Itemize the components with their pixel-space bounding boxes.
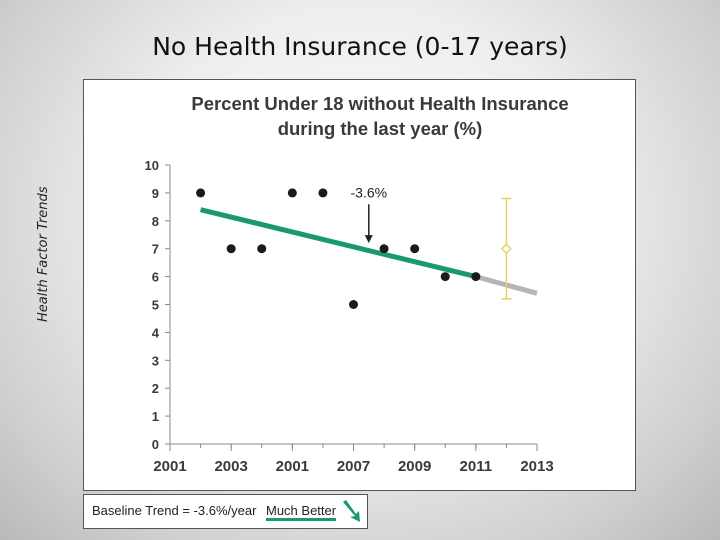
x-tick-label: 2007 [337,458,370,475]
trend-box: Baseline Trend = -3.6%/year Much Better [83,494,368,529]
data-point [196,188,206,198]
data-point [226,244,236,254]
side-label: Health Factor Trends [36,186,51,322]
x-tick-label: 2011 [460,458,493,475]
data-point [349,300,358,309]
axes: 0 1 2 3 4 5 6 7 8 9 10 2001 2003 2001 2007 2009 2011 2013 [145,158,554,475]
trend-text: Baseline Trend = -3.6%/year [92,503,257,518]
y-tick-label: 0 [152,437,159,452]
annotation-label: -3.6% [351,184,388,200]
y-tick-label: 10 [145,158,159,173]
data-point [471,272,481,282]
slide-title: No Health Insurance (0-17 years) [152,32,568,61]
trend-line [199,207,477,280]
y-tick-label: 9 [152,186,159,201]
y-tick-label: 7 [152,242,159,257]
annotation-group: -3.6% [351,184,388,244]
y-tick-label: 4 [152,325,160,340]
trend-verdict: Much Better [266,503,337,521]
projected-point [500,243,512,255]
data-points [196,188,512,309]
x-tick-label: 2009 [398,458,431,475]
x-tick-label: 2001 [153,458,186,475]
y-tick-label: 5 [152,298,159,313]
chart-panel: Percent Under 18 without Health Insuranc… [83,79,636,491]
down-right-arrow-icon [343,500,360,522]
data-point [318,188,328,198]
x-tick-label: 2013 [520,458,553,475]
y-tick-label: 1 [152,409,159,424]
data-point [379,244,389,254]
y-tick-label: 8 [152,214,159,229]
chart-title-line1: Percent Under 18 without Health Insuranc… [191,93,568,114]
x-tick-label: 2003 [214,458,247,475]
annotation-arrow-head [364,235,373,244]
y-tick-label: 2 [152,381,159,396]
data-point [410,244,420,254]
chart-svg: Percent Under 18 without Health Insuranc… [145,93,569,475]
x-tick-label: 2001 [276,458,309,475]
data-point [440,272,450,282]
y-tick-label: 6 [152,270,159,285]
chart-title-line2: during the last year (%) [278,118,483,139]
data-point [257,244,267,254]
y-tick-label: 3 [152,353,159,368]
data-point [287,188,297,198]
